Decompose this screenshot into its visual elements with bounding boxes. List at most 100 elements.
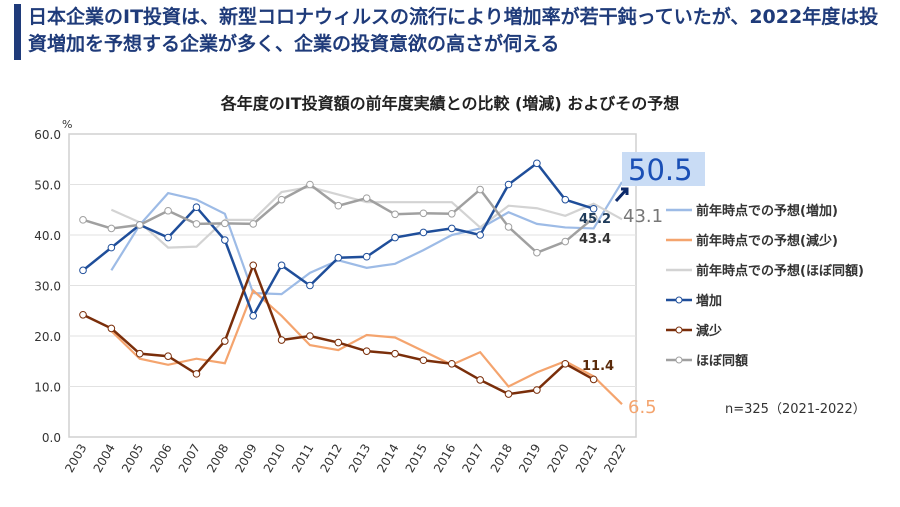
x-tick-label: 2021: [573, 442, 600, 475]
y-tick-label: 0.0: [42, 431, 61, 445]
data-point: [192, 220, 201, 228]
y-axis-unit: %: [62, 118, 72, 131]
data-point: [362, 252, 371, 261]
legend-label: 前年時点での予想(ほぼ同額): [696, 264, 864, 279]
data-point: [79, 310, 87, 319]
data-point: [306, 180, 314, 189]
data-point: [447, 359, 456, 368]
label-forecast-decrease-2022: 6.5: [628, 397, 657, 418]
legend-item: 減少: [666, 320, 722, 339]
legend-swatch: [666, 238, 692, 241]
legend-swatch: [666, 356, 692, 363]
data-point: [79, 216, 87, 224]
x-tick-label: 2020: [544, 442, 571, 475]
x-tick-label: 2018: [488, 442, 515, 475]
data-point: [277, 336, 286, 344]
legend-item: 増加: [666, 290, 722, 309]
x-tick-label: 2008: [204, 442, 231, 475]
data-point: [504, 390, 513, 398]
data-point: [277, 195, 286, 204]
x-tick-label: 2017: [459, 442, 486, 475]
legend-item: 前年時点での予想(減少): [666, 230, 838, 249]
data-point: [334, 253, 343, 262]
header: 日本企業のIT投資は、新型コロナウィルスの流行により増加率が若干鈍っていたが、2…: [0, 0, 900, 62]
page-title: 日本企業のIT投資は、新型コロナウィルスの流行により増加率が若干鈍っていたが、2…: [28, 6, 879, 55]
data-point: [533, 248, 541, 257]
data-point: [277, 261, 286, 270]
data-point: [164, 233, 172, 242]
legend-label: 前年時点での予想(減少): [696, 234, 838, 249]
header-accent-bar: [14, 4, 21, 60]
legend-swatch: [666, 296, 692, 303]
y-tick-label: 10.0: [34, 381, 61, 395]
x-tick-label: 2005: [119, 442, 146, 475]
data-point: [362, 194, 371, 202]
data-point: [419, 209, 428, 218]
data-point: [561, 359, 570, 368]
y-tick-label: 20.0: [34, 330, 61, 344]
x-tick-label: 2010: [261, 442, 288, 475]
chart-title: 各年度のIT投資額の前年度実績との比較 (増減) およびその予想: [220, 94, 680, 113]
x-tick-label: 2011: [289, 442, 316, 475]
legend-label: 減少: [696, 324, 723, 339]
sample-note: n=325（2021-2022）: [725, 402, 866, 417]
data-point: [447, 209, 456, 218]
data-point: [447, 224, 456, 233]
data-point: [476, 231, 484, 239]
data-point: [306, 332, 314, 340]
data-point: [164, 352, 172, 361]
x-tick-label: 2003: [62, 442, 89, 475]
label-forecast-increase-2022: 50.5: [628, 153, 693, 187]
x-tick-label: 2004: [91, 442, 118, 475]
label-same-2021: 43.4: [579, 232, 611, 247]
data-point: [589, 204, 598, 213]
data-point: [164, 206, 172, 215]
data-point: [221, 219, 229, 228]
x-tick-label: 2015: [403, 442, 430, 475]
legend-item: 前年時点での予想(増加): [666, 200, 838, 219]
legend-swatch: [666, 208, 692, 211]
data-point: [221, 236, 229, 244]
data-point: [561, 195, 570, 204]
highlight-box: [622, 152, 705, 186]
legend-swatch: [666, 268, 692, 271]
data-point: [504, 223, 513, 231]
series-line-前年時点での予想(ほぼ同額): [110, 185, 623, 249]
data-point: [476, 185, 484, 194]
data-point: [391, 349, 399, 358]
x-tick-label: 2019: [516, 442, 543, 475]
data-point: [107, 224, 116, 233]
x-tick-label: 2012: [318, 442, 345, 475]
legend-item: ほぼ同額: [666, 350, 748, 369]
legend-item: 前年時点での予想(ほぼ同額): [666, 260, 864, 279]
data-point: [249, 220, 258, 228]
data-point: [221, 337, 229, 345]
legend-swatch: [666, 326, 692, 333]
label-decrease-2021: 11.4: [582, 359, 614, 374]
data-point: [589, 214, 598, 222]
data-point: [107, 243, 116, 252]
label-increase-2021: 45.2: [579, 212, 611, 227]
arrow-up-icon: [614, 187, 629, 203]
data-point: [419, 228, 428, 237]
series-line-前年時点での予想(増加): [110, 181, 623, 296]
label-forecast-same-2022: 43.1: [623, 206, 663, 227]
data-point: [362, 347, 371, 355]
x-tick-label: 2014: [374, 442, 401, 475]
data-point: [192, 370, 201, 378]
x-tick-label: 2009: [232, 442, 259, 475]
data-point: [135, 349, 144, 358]
legend-label: 増加: [696, 294, 723, 309]
data-point: [334, 201, 343, 210]
legend-label: ほぼ同額: [696, 354, 749, 369]
data-point: [249, 312, 258, 320]
legend-label: 前年時点での予想(増加): [696, 204, 838, 219]
x-tick-label: 2013: [346, 442, 373, 475]
y-tick-label: 30.0: [34, 280, 61, 294]
data-point: [504, 180, 513, 189]
y-tick-label: 50.0: [34, 179, 61, 193]
x-tick-label: 2022: [601, 442, 628, 475]
data-point: [419, 356, 428, 365]
data-point: [533, 386, 541, 394]
